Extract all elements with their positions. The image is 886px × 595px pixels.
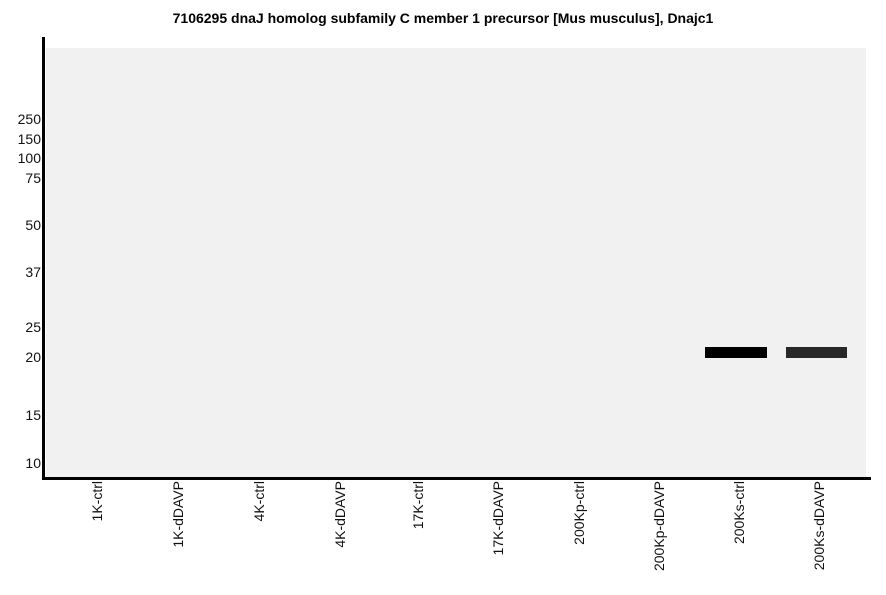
- x-lane-label: 17K-ctrl: [410, 481, 426, 530]
- x-lane-label: 200Kp-ctrl: [571, 481, 587, 545]
- x-lane-label: 200Kp-dDAVP: [651, 481, 667, 572]
- y-tick-label: 20: [25, 349, 41, 365]
- y-axis-line: [42, 37, 45, 480]
- plot-area: [46, 48, 866, 477]
- x-lane-label: 1K-ctrl: [89, 481, 105, 522]
- x-lane-label: 200Ks-dDAVP: [811, 481, 827, 571]
- y-tick-label: 50: [25, 217, 41, 233]
- y-tick-label: 10: [25, 455, 41, 471]
- x-lane-label: 1K-dDAVP: [170, 481, 186, 548]
- x-axis-line: [42, 477, 871, 480]
- protein-band-200Ks-dDAVP: [786, 347, 847, 358]
- x-lane-label: 200Ks-ctrl: [731, 481, 747, 545]
- y-tick-label: 25: [25, 319, 41, 335]
- y-tick-label: 150: [17, 131, 41, 147]
- y-tick-label: 37: [25, 264, 41, 280]
- y-tick-label: 15: [25, 407, 41, 423]
- y-tick-label: 100: [17, 150, 41, 166]
- chart-title: 7106295 dnaJ homolog subfamily C member …: [172, 10, 714, 26]
- y-tick-label: 75: [25, 170, 41, 186]
- x-lane-label: 17K-dDAVP: [490, 481, 506, 556]
- y-tick-label: 250: [17, 111, 41, 127]
- x-lane-label: 4K-dDAVP: [332, 481, 348, 548]
- protein-band-200Ks-ctrl: [705, 347, 767, 358]
- x-lane-label: 4K-ctrl: [251, 481, 267, 522]
